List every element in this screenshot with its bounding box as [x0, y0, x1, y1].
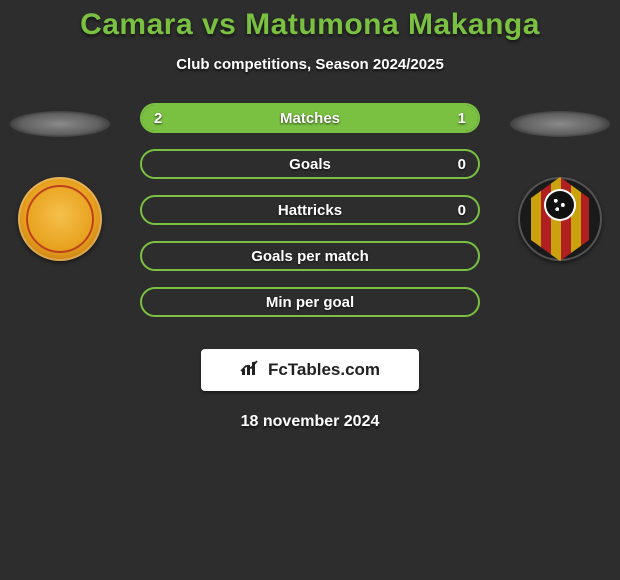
chart-icon — [240, 359, 262, 382]
footer-brand-box: FcTables.com — [201, 349, 419, 391]
stat-value-left: 2 — [154, 105, 162, 131]
stat-value-right: 0 — [458, 197, 466, 223]
club-badge-left — [18, 177, 102, 261]
club-badge-right — [518, 177, 602, 261]
page-title: Camara vs Matumona Makanga — [0, 8, 620, 42]
stat-label: Min per goal — [142, 289, 478, 315]
stat-row: Goals0 — [140, 149, 480, 179]
stat-row: Goals per match — [140, 241, 480, 271]
stat-label: Matches — [142, 105, 478, 131]
stat-label: Hattricks — [142, 197, 478, 223]
stat-label: Goals per match — [142, 243, 478, 269]
player-right-halo — [510, 111, 610, 137]
player-right-column — [510, 111, 610, 261]
stat-value-right: 0 — [458, 151, 466, 177]
stat-row: Hattricks0 — [140, 195, 480, 225]
comparison-infographic: Camara vs Matumona Makanga Club competit… — [0, 0, 620, 431]
stat-label: Goals — [142, 151, 478, 177]
player-left-halo — [10, 111, 110, 137]
subtitle: Club competitions, Season 2024/2025 — [0, 56, 620, 73]
stat-bars: Matches21Goals0Hattricks0Goals per match… — [140, 103, 480, 333]
stat-row: Matches2 1 — [140, 103, 480, 133]
footer-date: 18 november 2024 — [0, 413, 620, 431]
stat-value-right: 1 — [458, 105, 466, 131]
footer-brand-text: FcTables.com — [268, 360, 380, 380]
player-left-column — [10, 111, 110, 261]
stat-row: Min per goal — [140, 287, 480, 317]
comparison-body: Matches21Goals0Hattricks0Goals per match… — [0, 111, 620, 331]
